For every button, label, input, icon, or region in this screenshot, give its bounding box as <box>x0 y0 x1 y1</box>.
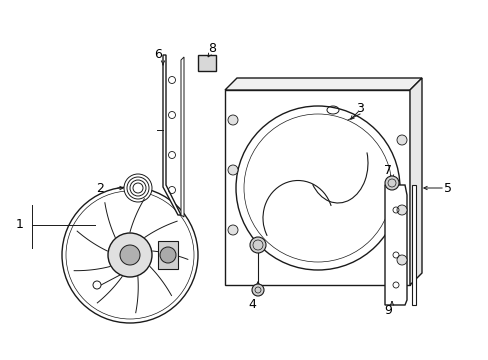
Circle shape <box>227 165 238 175</box>
Circle shape <box>93 281 101 289</box>
Polygon shape <box>224 78 421 90</box>
Bar <box>158 241 178 269</box>
Circle shape <box>133 183 142 193</box>
Bar <box>198 55 216 71</box>
Text: 1: 1 <box>16 219 24 231</box>
Circle shape <box>251 284 264 296</box>
Circle shape <box>396 205 406 215</box>
Polygon shape <box>409 78 421 285</box>
Circle shape <box>396 135 406 145</box>
Circle shape <box>384 176 398 190</box>
Text: 9: 9 <box>383 303 391 316</box>
Circle shape <box>396 255 406 265</box>
Circle shape <box>236 106 399 270</box>
Polygon shape <box>384 185 406 305</box>
Polygon shape <box>163 55 181 215</box>
Circle shape <box>124 174 152 202</box>
Text: 6: 6 <box>154 49 162 62</box>
Circle shape <box>227 225 238 235</box>
Circle shape <box>127 177 149 199</box>
Text: 5: 5 <box>443 181 451 194</box>
Bar <box>411 185 415 305</box>
Text: 7: 7 <box>383 163 391 176</box>
Text: 3: 3 <box>355 102 363 114</box>
Circle shape <box>62 187 198 323</box>
Circle shape <box>130 180 146 196</box>
Circle shape <box>108 233 152 277</box>
Text: 2: 2 <box>96 181 104 194</box>
Circle shape <box>249 237 265 253</box>
Bar <box>224 90 409 285</box>
Text: 8: 8 <box>207 41 216 54</box>
Circle shape <box>160 247 176 263</box>
Circle shape <box>120 245 140 265</box>
Polygon shape <box>181 57 183 217</box>
Text: 4: 4 <box>247 298 255 311</box>
Circle shape <box>227 115 238 125</box>
